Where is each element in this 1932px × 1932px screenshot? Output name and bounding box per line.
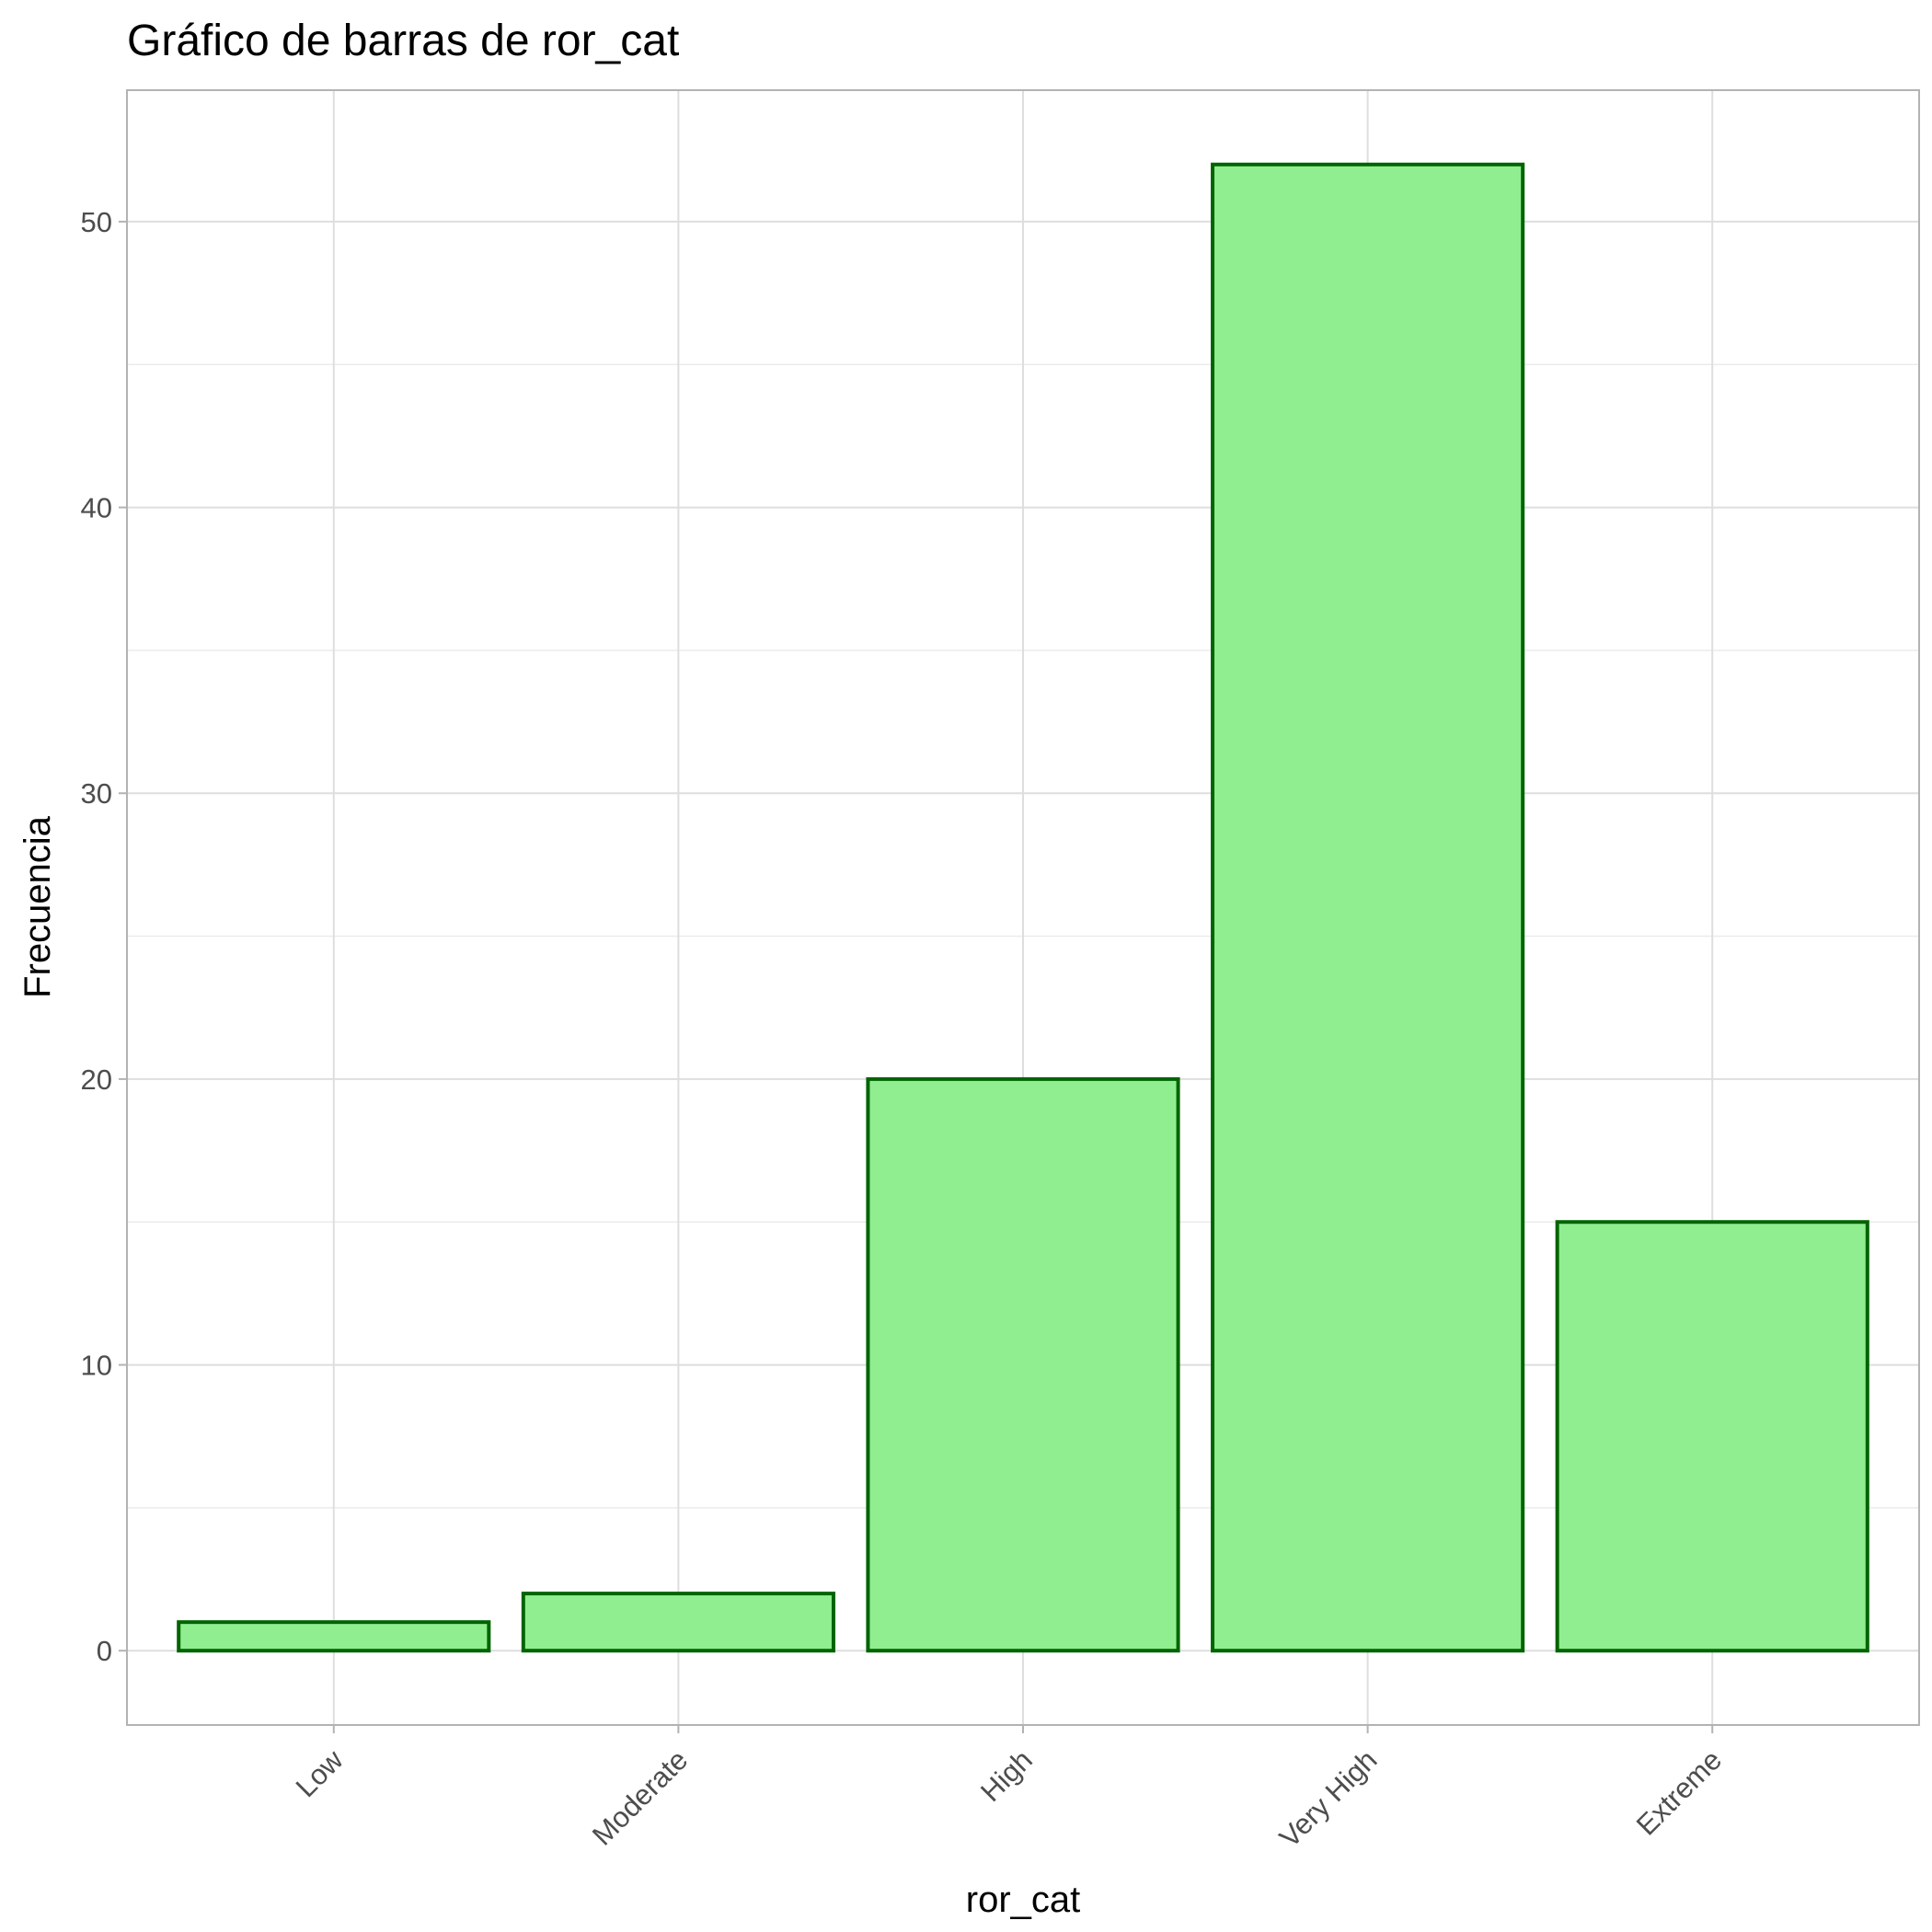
bar-very-high xyxy=(1211,162,1525,1653)
bar-moderate xyxy=(521,1592,835,1653)
y-tick-label: 10 xyxy=(81,1350,112,1382)
x-axis-title: ror_cat xyxy=(966,1880,1081,1920)
x-tick-label: Moderate xyxy=(586,1743,694,1851)
bar-high xyxy=(866,1076,1180,1653)
bar-low xyxy=(177,1620,491,1653)
y-axis-ticks: 0 10 20 30 40 50 xyxy=(81,206,127,1667)
x-tick-label: Very High xyxy=(1273,1743,1384,1854)
bars xyxy=(177,162,1869,1653)
y-tick-label: 30 xyxy=(81,777,112,810)
y-tick-label: 0 xyxy=(97,1635,112,1667)
y-tick-label: 50 xyxy=(81,206,112,238)
chart-title: Gráfico de barras de ror_cat xyxy=(127,17,679,65)
y-axis-title: Frecuencia xyxy=(17,815,58,998)
x-tick-label: Low xyxy=(290,1743,350,1803)
y-tick-label: 20 xyxy=(81,1064,112,1096)
x-axis-ticks: Low Moderate High Very High Extreme xyxy=(290,1725,1728,1854)
bar-extreme xyxy=(1555,1220,1869,1653)
x-tick-label: Extreme xyxy=(1630,1743,1728,1841)
x-tick-label: High xyxy=(974,1743,1039,1808)
y-tick-label: 40 xyxy=(81,492,112,524)
